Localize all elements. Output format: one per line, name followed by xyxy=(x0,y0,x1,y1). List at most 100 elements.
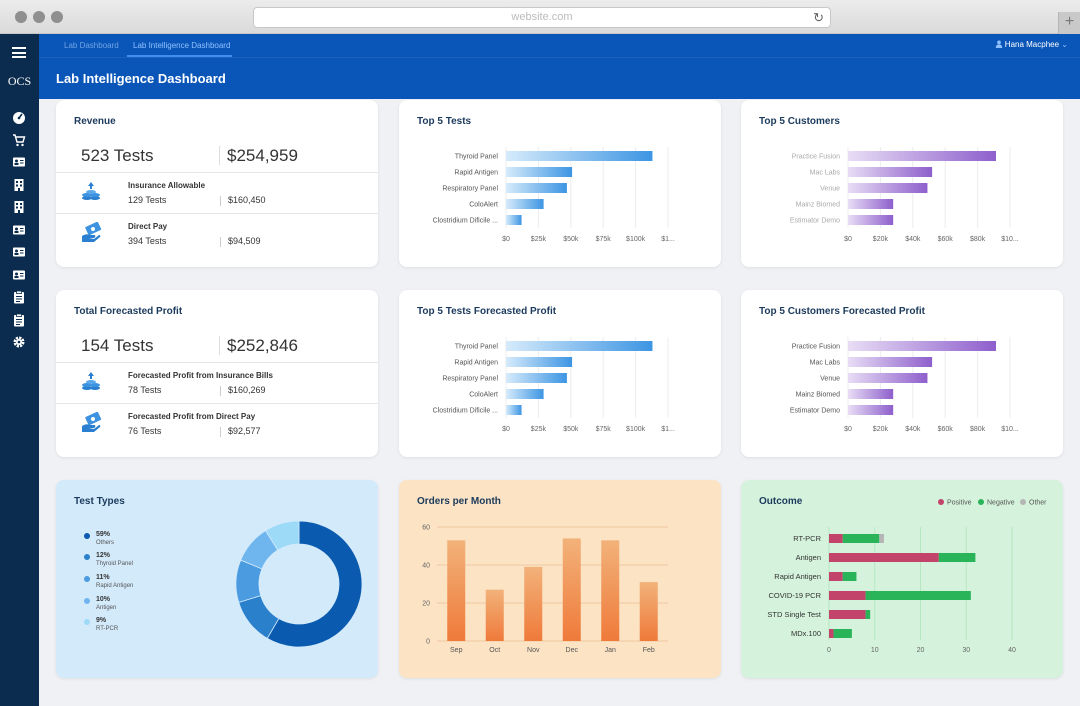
coins-stack-icon xyxy=(82,182,100,200)
category-label: Rapid Antigen xyxy=(774,572,821,581)
category-label: RT-PCR xyxy=(793,534,821,543)
legend-percent: 10% xyxy=(96,596,111,603)
bar xyxy=(506,389,544,399)
x-tick-label: $60k xyxy=(938,426,954,433)
brand-logo: OCS xyxy=(7,74,32,88)
revenue-row-direct-pay: Direct Pay 394 Tests $94,509 xyxy=(56,213,378,253)
x-tick-label: $1... xyxy=(661,236,675,243)
revenue-tests: 523 Tests xyxy=(81,146,154,165)
bar xyxy=(848,199,894,209)
legend-positive: Positive xyxy=(938,499,972,507)
category-label: ColoAlert xyxy=(469,202,498,209)
test-types-chart xyxy=(235,520,363,648)
forecast-row-insurance: Forecasted Profit from Insurance Bills 7… xyxy=(56,362,378,402)
chevron-down-icon: ⌄ xyxy=(1061,40,1068,49)
divider xyxy=(219,336,220,355)
bar xyxy=(485,589,504,641)
row-label: Forecasted Profit from Insurance Bills xyxy=(128,371,273,380)
outcome-card: Outcome Positive Negative Other 0 10 20 30 4… xyxy=(741,480,1063,678)
x-tick-label: Feb xyxy=(643,647,655,654)
x-tick-label: $10... xyxy=(1001,426,1019,433)
menu-icon[interactable] xyxy=(12,47,26,58)
reload-icon[interactable]: ↻ xyxy=(813,10,824,25)
x-tick-label: 30 xyxy=(962,647,970,654)
bar xyxy=(848,389,894,399)
x-tick-label: $50k xyxy=(563,426,579,433)
forecast-title: Total Forecasted Profit xyxy=(74,306,183,317)
building-icon[interactable] xyxy=(12,200,26,214)
category-label: Respiratory Panel xyxy=(442,186,498,193)
category-label: Practice Fusion xyxy=(792,154,840,161)
new-tab-button[interactable]: + xyxy=(1058,12,1080,34)
bar-segment xyxy=(829,553,939,562)
tab-bar: Lab Dashboard Lab Intelligence Dashboard… xyxy=(39,34,1080,58)
close-window-dot[interactable] xyxy=(15,11,27,23)
x-tick-label: 0 xyxy=(827,647,831,654)
row-amount: $92,577 xyxy=(228,426,261,436)
bar xyxy=(506,373,567,383)
bar-segment xyxy=(865,591,971,600)
category-label: Venue xyxy=(820,376,840,383)
legend-label: Other xyxy=(1029,499,1047,507)
address-bar[interactable]: website.com ↻ xyxy=(253,7,831,28)
category-label: Clostridium Dificile ... xyxy=(433,218,498,225)
y-tick-label: 40 xyxy=(422,563,430,570)
category-label: Estimator Demo xyxy=(790,408,840,415)
top5-customers-profit-card: Top 5 Customers Forecasted Profit $0 $20k… xyxy=(741,290,1063,457)
x-tick-label: $20k xyxy=(873,236,889,243)
bar xyxy=(506,405,522,415)
clipboard-icon[interactable] xyxy=(12,313,26,327)
bar xyxy=(848,167,933,177)
tab-lab-intelligence-dashboard[interactable]: Lab Intelligence Dashboard xyxy=(133,41,231,50)
building-icon[interactable] xyxy=(12,178,26,192)
bar-segment xyxy=(842,534,880,543)
bar xyxy=(506,215,522,225)
category-label: Estimator Demo xyxy=(790,218,840,225)
top5-customers-card: Top 5 Customers $0 $20k $40k $60k $80k $10...… xyxy=(741,100,1063,267)
id-card-icon[interactable] xyxy=(12,268,26,282)
cart-icon[interactable] xyxy=(12,133,26,147)
x-tick-label: $10... xyxy=(1001,236,1019,243)
category-label: Respiratory Panel xyxy=(442,376,498,383)
legend-label: Rapid Antigen xyxy=(96,583,134,589)
legend-swatch xyxy=(84,576,90,582)
legend-percent: 11% xyxy=(96,574,110,581)
clipboard-icon[interactable] xyxy=(12,290,26,304)
x-tick-label: 10 xyxy=(871,647,879,654)
category-label: COVID-19 PCR xyxy=(768,591,821,600)
legend-label: Positive xyxy=(947,499,972,507)
bar-segment xyxy=(842,572,857,581)
speedometer-icon[interactable] xyxy=(0,106,39,128)
category-label: STD Single Test xyxy=(767,610,822,619)
tab-lab-dashboard[interactable]: Lab Dashboard xyxy=(64,41,119,50)
user-menu[interactable]: Hana Macphee ⌄ xyxy=(995,40,1068,49)
category-label: Mac Labs xyxy=(810,360,841,367)
bar xyxy=(506,151,653,161)
chart-title: Top 5 Tests Forecasted Profit xyxy=(417,306,557,317)
bar-segment xyxy=(829,610,866,619)
x-tick-label: $0 xyxy=(844,426,852,433)
id-card-icon[interactable] xyxy=(12,245,26,259)
bar xyxy=(848,215,894,225)
maximize-window-dot[interactable] xyxy=(51,11,63,23)
legend-label: Others xyxy=(96,540,115,546)
bar-segment xyxy=(938,553,976,562)
category-label: ColoAlert xyxy=(469,392,498,399)
revenue-amount: $254,959 xyxy=(227,146,298,165)
bar xyxy=(524,566,543,641)
minimize-window-dot[interactable] xyxy=(33,11,45,23)
user-icon xyxy=(995,40,1002,48)
id-card-icon[interactable] xyxy=(12,155,26,169)
x-tick-label: 20 xyxy=(917,647,925,654)
bar-segment xyxy=(879,534,884,543)
top5-tests-profit-chart: $0 $25k $50k $75k $100k $1... Thyroid Panel Rap… xyxy=(433,337,675,433)
id-card-icon[interactable] xyxy=(12,223,26,237)
active-tab-indicator xyxy=(127,55,232,57)
gear-icon[interactable] xyxy=(12,335,26,349)
divider xyxy=(220,237,221,247)
x-tick-label: $20k xyxy=(873,426,889,433)
bar xyxy=(447,540,466,641)
legend-percent: 12% xyxy=(96,552,111,559)
x-tick-label: Oct xyxy=(489,647,500,654)
chart-title: Outcome xyxy=(759,496,803,507)
